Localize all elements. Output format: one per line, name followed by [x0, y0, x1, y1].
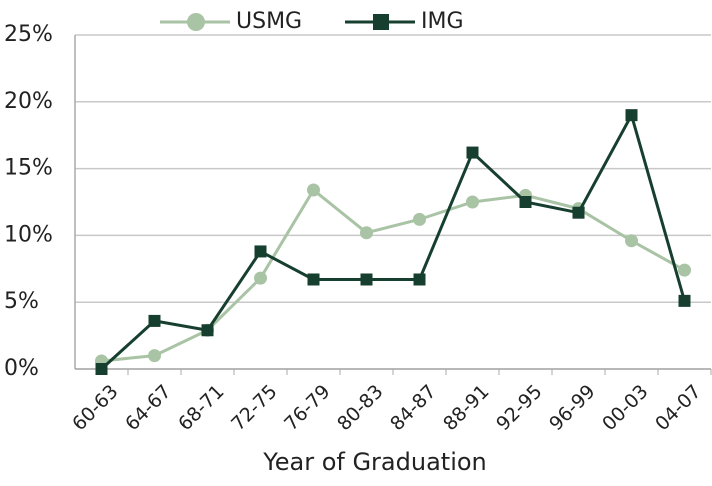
x-tick-label: 84-87: [386, 381, 441, 436]
point: [360, 273, 373, 286]
y-tick-label: 25%: [4, 22, 53, 47]
x-tick-label: 00-03: [598, 381, 653, 436]
point: [148, 349, 161, 363]
point: [413, 212, 426, 226]
point: [572, 206, 585, 219]
x-axis-title: Year of Graduation: [262, 448, 487, 476]
y-tick-label: 20%: [4, 89, 53, 114]
x-tick-label: 04-07: [651, 381, 706, 436]
point: [466, 195, 479, 209]
x-tick-label: 64-67: [121, 381, 176, 436]
x-tick-label: 92-95: [492, 381, 547, 436]
y-tick-label: 0%: [4, 356, 39, 381]
x-tick-label: 80-83: [333, 381, 388, 436]
x-tick-label: 60-63: [68, 381, 123, 436]
x-tick-label: 72-75: [227, 381, 282, 436]
legend-marker: [373, 14, 389, 30]
point: [625, 109, 638, 122]
y-tick-label: 5%: [4, 289, 39, 314]
point: [148, 314, 161, 327]
point: [360, 226, 373, 240]
legend-marker: [187, 13, 205, 31]
point: [466, 146, 479, 159]
point: [625, 234, 638, 248]
y-tick-label: 15%: [4, 156, 53, 181]
point: [519, 196, 532, 208]
x-tick-label: 76-79: [280, 381, 335, 436]
series-line: [100, 111, 686, 371]
legend-label: IMG: [421, 9, 464, 34]
x-tick-label: 96-99: [545, 381, 600, 436]
series-line: [101, 187, 686, 363]
point: [95, 363, 108, 375]
point: [254, 245, 267, 258]
legend-label: USMG: [236, 9, 302, 34]
x-tick-label: 88-91: [439, 381, 494, 436]
point: [307, 183, 320, 197]
point: [413, 273, 426, 286]
point: [201, 324, 214, 337]
point: [307, 273, 320, 286]
x-tick-label: 68-71: [174, 381, 229, 436]
y-tick-label: 10%: [4, 222, 53, 247]
point: [678, 294, 691, 307]
point: [678, 263, 691, 277]
point: [254, 271, 267, 285]
